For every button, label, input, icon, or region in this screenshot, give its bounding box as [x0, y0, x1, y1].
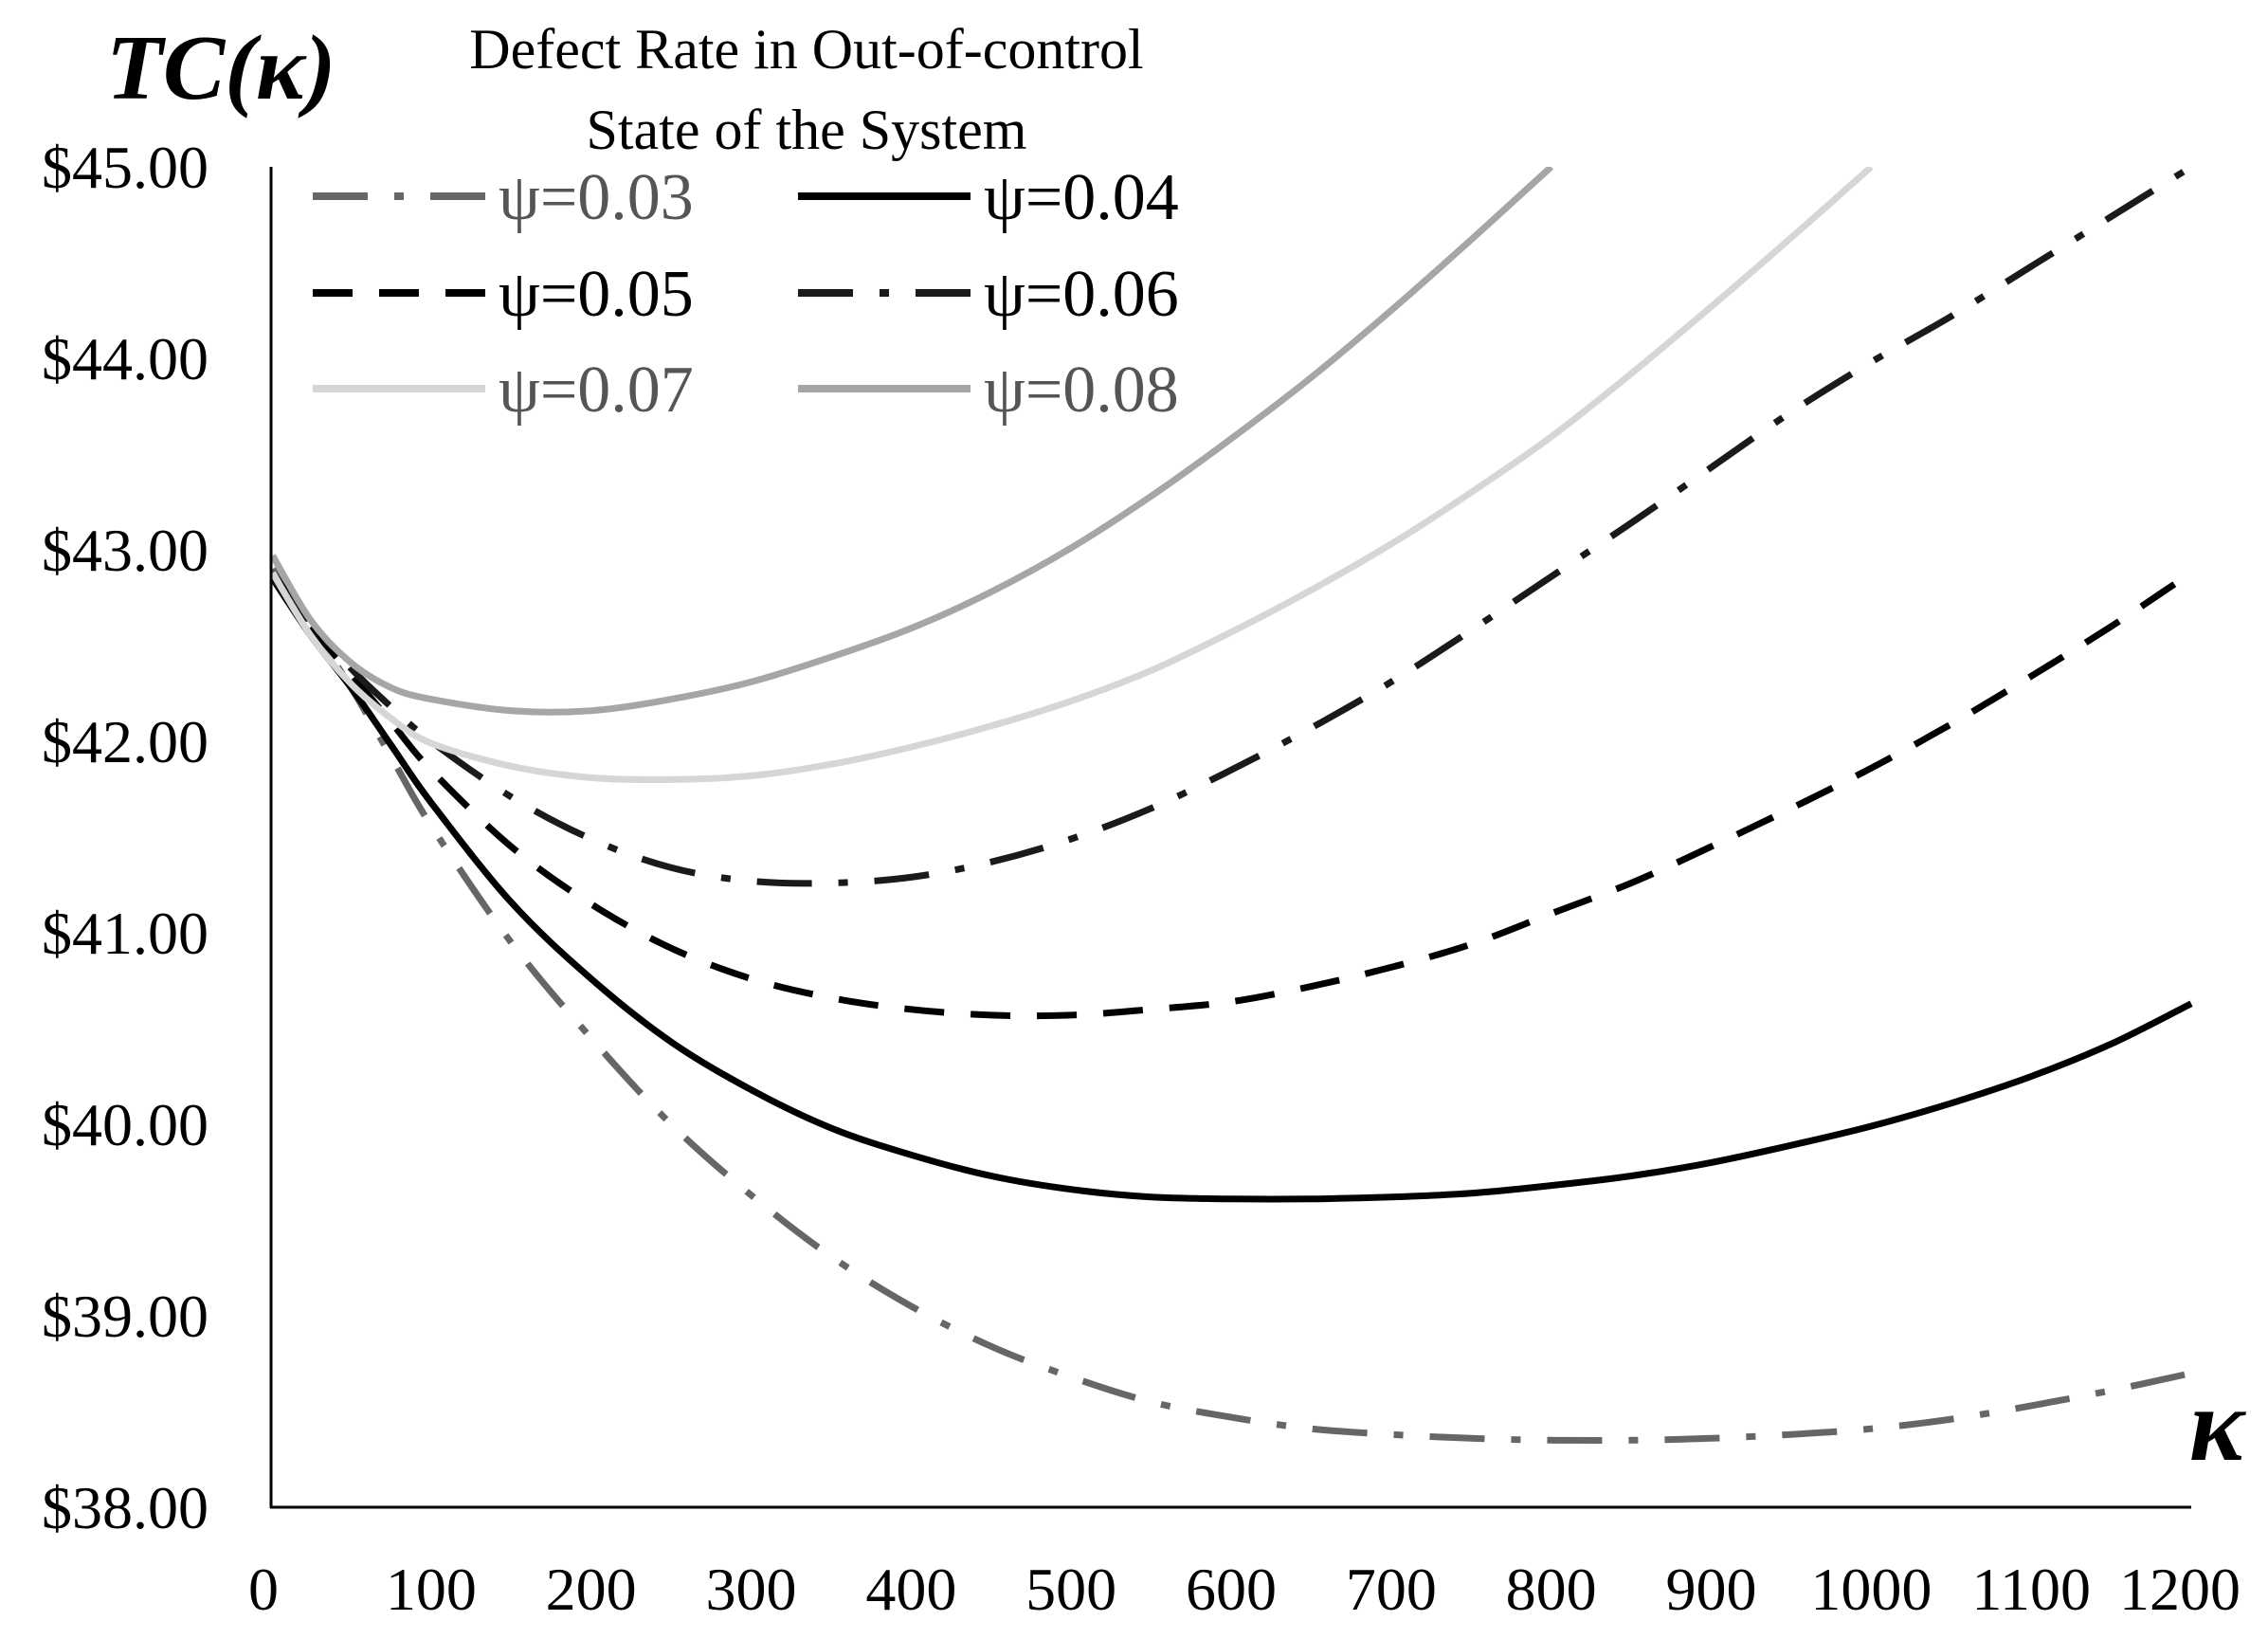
x-tick-label: 400	[865, 1556, 956, 1623]
chart-title: Defect Rate in Out-of-control State of t…	[469, 18, 1143, 161]
legend-label-6: ψ=0.08	[984, 354, 1179, 427]
y-tick-label: $44.00	[42, 325, 209, 392]
y-axis-label: TC(κ)	[106, 17, 336, 119]
y-tick-label: $40.00	[42, 1091, 209, 1158]
series-line-4	[271, 167, 2193, 887]
x-tick-label: 0	[248, 1556, 279, 1623]
series-line-3	[271, 570, 2193, 1020]
y-tick-label: $39.00	[42, 1283, 209, 1350]
series-layer	[271, 167, 2193, 1445]
x-tick-label: 900	[1666, 1556, 1757, 1623]
x-tick-label: 1000	[1810, 1556, 1932, 1623]
legend: ψ=0.03 ψ=0.04 ψ=0.05 ψ=0.06 ψ=0.07 ψ=0.08	[313, 161, 1179, 427]
legend-label-3: ψ=0.05	[499, 258, 694, 331]
axes-layer	[269, 167, 2191, 1509]
y-axis-label-prefix: TC(	[106, 17, 262, 119]
x-tick-label: 800	[1506, 1556, 1597, 1623]
series-line-1	[271, 567, 2192, 1445]
legend-label-4: ψ=0.06	[984, 258, 1179, 331]
series-line-5	[271, 167, 1874, 784]
y-tick-label: $45.00	[42, 134, 209, 201]
x-tick-label: 100	[386, 1556, 477, 1623]
y-tick-label: $43.00	[42, 517, 209, 584]
x-tick-label: 200	[546, 1556, 637, 1623]
series-line-2	[271, 576, 2193, 1203]
legend-label-5: ψ=0.07	[499, 354, 694, 427]
x-tick-label: 300	[706, 1556, 797, 1623]
x-tick-label: 700	[1346, 1556, 1437, 1623]
y-tick-labels: $38.00 $39.00 $40.00 $41.00 $42.00 $43.00 $44.…	[42, 134, 209, 1541]
x-tick-label: 1100	[1971, 1556, 2091, 1623]
y-tick-label: $41.00	[42, 900, 209, 967]
series-line-6	[271, 167, 1554, 716]
x-tick-label: 500	[1025, 1556, 1116, 1623]
legend-label-1: ψ=0.03	[499, 161, 694, 234]
y-axis-label-kappa: κ	[256, 17, 307, 119]
x-tick-label: 600	[1186, 1556, 1277, 1623]
x-axis-label: κ	[2189, 1367, 2247, 1483]
chart-title-line-2: State of the System	[587, 99, 1027, 161]
legend-label-2: ψ=0.04	[984, 161, 1179, 234]
y-tick-label: $42.00	[42, 708, 209, 775]
x-tick-labels: 0 100 200 300 400 500 600 700 800 900 1000 1100 1200	[248, 1556, 2241, 1623]
chart-title-line-1: Defect Rate in Out-of-control	[469, 18, 1143, 81]
x-tick-label: 1200	[2119, 1556, 2241, 1623]
y-tick-label: $38.00	[42, 1474, 209, 1541]
